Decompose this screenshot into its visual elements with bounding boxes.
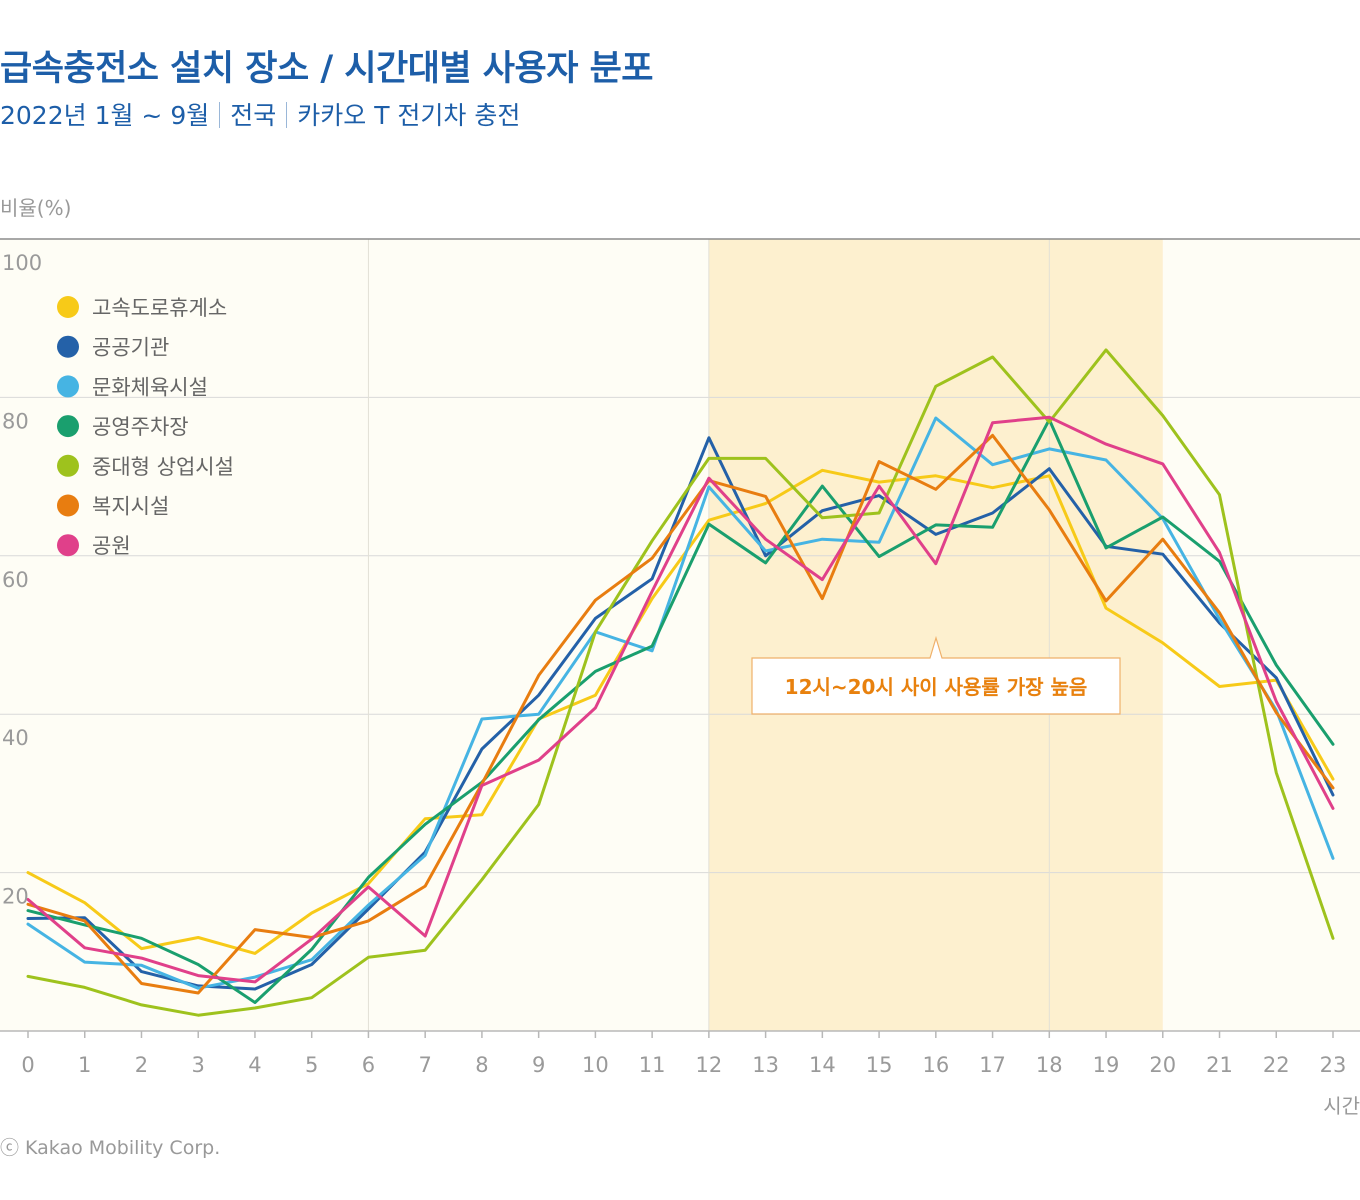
x-tick-label: 21 [1206, 1053, 1233, 1077]
x-tick-label: 18 [1036, 1053, 1063, 1077]
x-tick-label: 7 [418, 1053, 431, 1077]
y-tick-label: 40 [2, 726, 29, 750]
highlight-annotation: 12시~20시 사이 사용률 가장 높음 [751, 635, 1121, 715]
chart-subtitle: 2022년 1월 ~ 9월 전국 카카오 T 전기차 충전 [0, 96, 520, 132]
x-tick-label: 15 [866, 1053, 893, 1077]
legend-swatch [57, 534, 79, 557]
x-tick-label: 13 [752, 1053, 779, 1077]
legend-swatch [57, 415, 79, 438]
x-axis-label: 시간 [1323, 1094, 1360, 1118]
legend-label: 고속도로휴게소 [92, 296, 227, 320]
gridlines [0, 238, 1360, 1032]
series-line [26, 436, 1335, 991]
subtitle-region: 전국 [230, 101, 277, 130]
legend-label: 중대형 상업시설 [92, 455, 234, 479]
series-line [26, 468, 1335, 955]
x-tick-label: 14 [809, 1053, 836, 1077]
x-tick-label: 11 [639, 1053, 666, 1077]
x-tick-label: 2 [135, 1053, 148, 1077]
legend-label: 복지시설 [92, 495, 169, 519]
subtitle-period: 2022년 1월 ~ 9월 [0, 101, 210, 130]
series-lines [26, 348, 1335, 1017]
chart-title: 급속충전소 설치 장소 / 시간대별 사용자 분포 [0, 49, 654, 89]
x-tick-label: 10 [582, 1053, 609, 1077]
series-line [26, 416, 1335, 990]
legend-swatch [57, 375, 79, 398]
y-tick-label: 60 [2, 568, 29, 592]
subtitle-separator [286, 102, 288, 128]
x-tick-label: 20 [1149, 1053, 1176, 1077]
legend-label: 공원 [92, 534, 131, 558]
series-line [26, 348, 1335, 1017]
highlight-band [708, 239, 1163, 1031]
subtitle-source: 카카오 T 전기차 충전 [297, 101, 521, 130]
x-tick-label: 5 [305, 1053, 318, 1077]
subtitle-separator [219, 102, 221, 128]
x-tick-label: 17 [979, 1053, 1006, 1077]
legend-label: 공영주차장 [92, 415, 189, 439]
x-tick-label: 4 [248, 1053, 261, 1077]
x-tick-label: 0 [21, 1053, 34, 1077]
y-axis-label: 비율(%) [0, 196, 72, 220]
y-tick-label: 20 [2, 885, 29, 909]
x-tick-label: 1 [78, 1053, 91, 1077]
y-tick-label: 100 [2, 251, 42, 275]
legend-swatch [57, 454, 79, 477]
annotation-label: 12시~20시 사이 사용률 가장 높음 [785, 675, 1088, 699]
legend-swatch [57, 494, 79, 517]
legend-label: 공공기관 [92, 336, 169, 360]
y-tick-label: 80 [2, 409, 29, 433]
legend-swatch [57, 335, 79, 358]
legend-label: 문화체육시설 [92, 375, 208, 399]
legend-swatch [57, 296, 79, 318]
x-tick-label: 12 [696, 1053, 723, 1077]
x-tick-label: 6 [362, 1053, 375, 1077]
x-tick-label: 22 [1263, 1053, 1290, 1077]
x-tick-label: 19 [1093, 1053, 1120, 1077]
series-line [26, 418, 1335, 1004]
x-tick-label: 8 [475, 1053, 488, 1077]
x-tick-label: 23 [1320, 1053, 1347, 1077]
x-tick-label: 3 [192, 1053, 205, 1077]
copyright-footer: ⓒ Kakao Mobility Corp. [0, 1137, 221, 1159]
series-line [26, 433, 1335, 995]
plot-background [0, 239, 1360, 1031]
annotation-box [751, 635, 1121, 715]
x-tick-label: 16 [922, 1053, 949, 1077]
series-line [26, 415, 1335, 984]
x-tick-label: 9 [532, 1053, 545, 1077]
